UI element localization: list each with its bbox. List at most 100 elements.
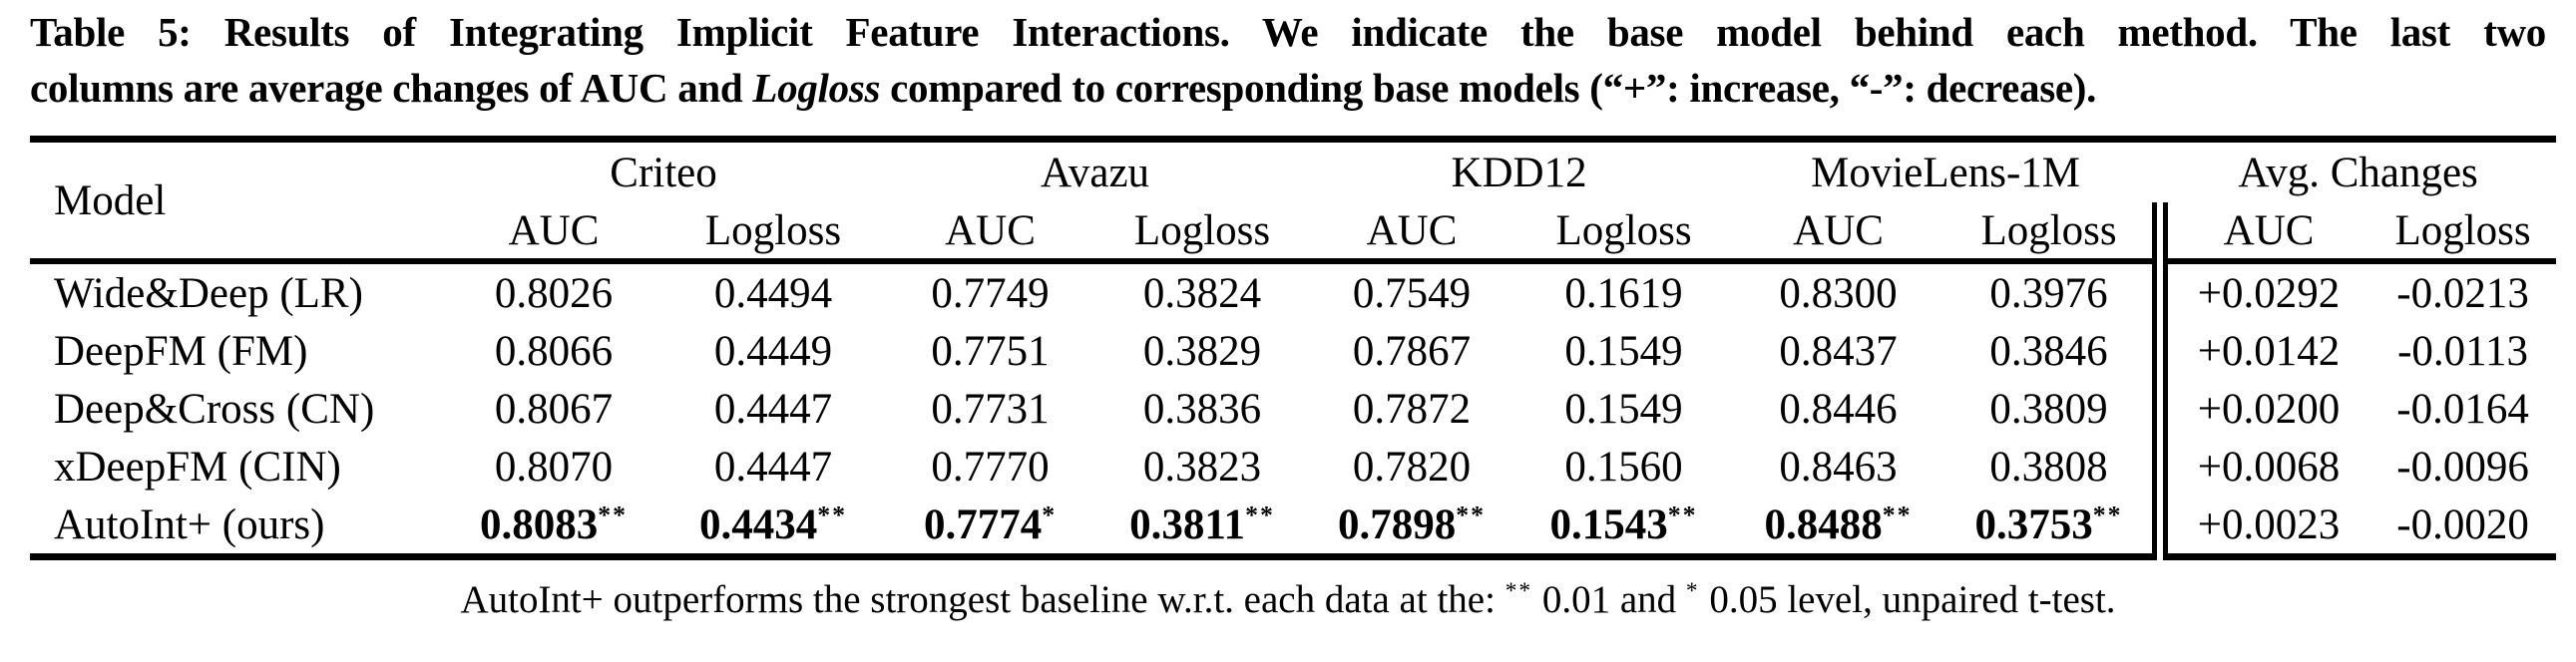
value-cell: 0.8067 [494,385,614,433]
footnote-post: 0.05 level, unpaired t-test. [1699,578,2116,621]
value-cell: 0.3808 [1989,443,2108,491]
subheader-kdd12-logloss: Logloss [1555,206,1692,254]
model-cell: Wide&Deep (LR) [54,269,363,317]
header-row-metrics: AUC Logloss AUC Logloss AUC Logloss AUC Logloss… [30,202,2556,261]
value-cell: 0.8300 [1779,269,1898,317]
table-body: Wide&Deep (LR) 0.8026 0.4494 0.7749 0.3824 0.… [30,261,2556,557]
caption-line-1: Table 5: Results of Integrating Implicit… [30,9,2546,55]
caption-line-2-post: compared to corresponding base models (“… [880,65,2097,111]
value-cell: 0.1549 [1564,327,1683,375]
column-header-model: Model [54,176,167,224]
model-cell: Deep&Cross (CN) [54,385,375,433]
header-row-groups: Model Criteo Avazu KDD12 MovieLens-1M Avg. Ch… [30,140,2556,224]
subheader-kdd12-auc: AUC [1366,206,1458,254]
value-cell: 0.7898** [1338,499,1487,548]
table-row: DeepFM (FM) 0.8066 0.4449 0.7751 0.3829 0.786… [30,322,2556,380]
table-row: Deep&Cross (CN) 0.8067 0.4447 0.7731 0.3836 0… [30,380,2556,438]
results-table: Model Criteo Avazu KDD12 MovieLens-1M Avg. Ch… [30,136,2557,560]
value-cell: 0.7749 [931,269,1050,317]
subheader-criteo-logloss: Logloss [704,206,842,254]
caption-line-2-pre: columns are average changes of AUC and [30,65,753,111]
value-cell: 0.7820 [1352,443,1472,491]
model-cell: xDeepFM (CIN) [54,443,341,491]
subheader-criteo-auc: AUC [508,206,600,254]
significance-stars: ** [1882,499,1913,529]
value-cell: 0.3829 [1142,327,1262,375]
value-cell: 0.8446 [1779,385,1898,433]
value-cell: 0.4494 [713,269,833,317]
value-cell: +0.0292 [2152,261,2370,322]
value-cell: 0.7770 [931,443,1050,491]
group-header-kdd12: KDD12 [1451,149,1587,196]
value-cell: 0.8437 [1779,327,1898,375]
footnote-sig-005-star: * [1685,578,1700,604]
value-cell: 0.3823 [1142,443,1262,491]
significance-stars: ** [1667,499,1698,529]
subheader-avazu-auc: AUC [945,206,1036,254]
subheader-movielens-1m-logloss: Logloss [1980,206,2117,254]
value-cell: -0.0213 [2396,269,2529,317]
group-header-avg-changes: Avg. Changes [2238,149,2478,196]
value-cell: 0.1560 [1564,443,1683,491]
value-cell: +0.0068 [2152,438,2370,496]
footnote-sig-001-stars: ** [1504,578,1533,604]
significance-stars: * [1042,499,1058,529]
model-cell: AutoInt+ (ours) [54,500,325,548]
value-cell: 0.7549 [1352,269,1472,317]
subheader-avazu-logloss: Logloss [1133,206,1271,254]
value-cell: 0.3976 [1989,269,2108,317]
value-cell: +0.0200 [2152,380,2370,438]
subheader-avg-changes-logloss: Logloss [2394,206,2531,254]
significance-stars: ** [817,499,848,529]
value-cell: 0.7774* [923,499,1058,548]
value-cell: 0.4447 [713,385,833,433]
paper-table-figure: Table 5: Results of Integrating Implicit… [0,4,2576,662]
significance-stars: ** [1456,499,1487,529]
value-cell: -0.0113 [2397,327,2529,375]
value-cell: 0.8026 [494,269,614,317]
significance-stars: ** [598,499,629,529]
value-cell: +0.0142 [2152,322,2370,380]
value-cell: 0.8463 [1779,443,1898,491]
footnote-pre: AutoInt+ outperforms the strongest basel… [460,578,1505,621]
subheader-avg-changes-auc: AUC [2152,202,2370,261]
value-cell: 0.7867 [1352,327,1472,375]
group-header-avazu: Avazu [1041,149,1150,196]
value-cell: 0.4434** [698,499,848,548]
value-cell: 0.1619 [1564,269,1683,317]
group-header-criteo: Criteo [610,149,717,196]
caption-logloss-italic: Logloss [752,65,881,111]
value-cell: 0.3836 [1142,385,1262,433]
value-cell: 0.8488** [1764,499,1913,548]
caption-line-2: columns are average changes of AUC and L… [30,60,2546,116]
value-cell: 0.3824 [1142,269,1262,317]
value-cell: 0.1549 [1564,385,1683,433]
value-cell: 0.3809 [1989,385,2108,433]
value-cell: 0.8070 [494,443,614,491]
value-cell: -0.0020 [2396,500,2529,548]
table-row: Wide&Deep (LR) 0.8026 0.4494 0.7749 0.3824 0.… [30,261,2556,322]
significance-stars: ** [2092,499,2123,529]
footnote-mid: 0.01 and [1532,578,1686,621]
table-caption: Table 5: Results of Integrating Implicit… [30,4,2546,116]
footnote: AutoInt+ outperforms the strongest basel… [0,576,2576,624]
value-cell: 0.3846 [1989,327,2108,375]
table-header: Model Criteo Avazu KDD12 MovieLens-1M Avg. Ch… [30,140,2557,261]
table-row: AutoInt+ (ours) 0.8083** 0.4434** 0.7774* 0.… [30,496,2556,557]
model-cell: DeepFM (FM) [54,327,308,375]
value-cell: -0.0164 [2396,385,2529,433]
value-cell: 0.4447 [713,443,833,491]
value-cell: 0.3811** [1129,499,1275,548]
subheader-movielens-1m-auc: AUC [1793,206,1884,254]
value-cell: 0.3753** [1974,499,2123,548]
value-cell: 0.8066 [494,327,614,375]
value-cell: 0.8083** [479,499,629,548]
table-row: xDeepFM (CIN) 0.8070 0.4447 0.7770 0.3823 0.7… [30,438,2556,496]
value-cell: +0.0023 [2152,496,2370,557]
value-cell: 0.4449 [713,327,833,375]
value-cell: -0.0096 [2396,443,2529,491]
value-cell: 0.1543** [1549,499,1698,548]
significance-stars: ** [1245,499,1275,529]
group-header-movielens-1m: MovieLens-1M [1811,149,2080,196]
value-cell: 0.7731 [931,385,1050,433]
